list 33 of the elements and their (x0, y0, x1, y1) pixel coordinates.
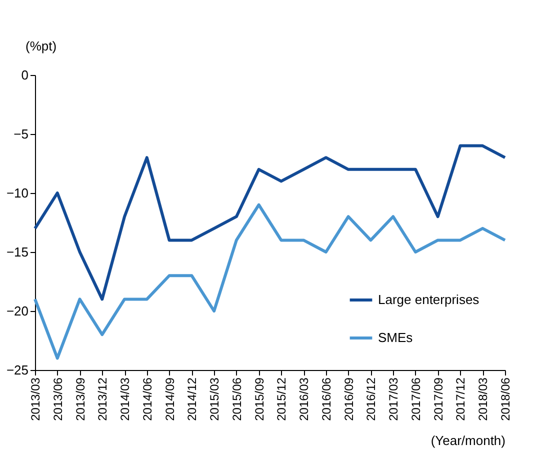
x-tick-label: 2018/03 (476, 377, 490, 421)
x-tick-label: 2015/03 (208, 377, 222, 421)
x-tick-label: 2016/03 (297, 377, 312, 421)
x-tick-label: 2013/09 (73, 377, 88, 421)
legend-label: Large enterprises (378, 292, 480, 307)
y-tick-label: −5 (14, 126, 28, 142)
x-axis-title: (Year/month) (430, 432, 506, 448)
x-tick-label: 2013/03 (28, 377, 42, 421)
x-tick-label: 2017/06 (408, 377, 423, 421)
x-tick-label: 2016/12 (364, 377, 378, 421)
x-tick-label: 2014/09 (162, 377, 177, 421)
y-tick-label: −25 (6, 362, 28, 378)
x-tick-label: 2017/09 (431, 377, 446, 421)
line-series (34, 203, 506, 360)
x-tick-label: 2015/09 (252, 377, 266, 421)
x-tick-label: 2014/12 (185, 377, 200, 421)
x-tick-label: 2015/12 (274, 377, 289, 421)
x-tick-label: 2016/09 (342, 377, 356, 421)
x-tick-label: 2014/06 (140, 377, 154, 421)
x-tick-label: 2017/03 (386, 377, 401, 421)
legend-label: SMEs (378, 330, 414, 345)
x-tick-label: 2013/06 (50, 377, 65, 421)
y-tick-label: −20 (6, 304, 28, 318)
x-tick-label: 2018/06 (498, 377, 512, 421)
y-tick-label: −15 (6, 244, 28, 260)
x-tick-label: 2015/06 (230, 377, 244, 421)
x-tick-label: 2014/03 (118, 377, 132, 421)
y-tick-label: 0 (21, 68, 28, 82)
x-tick-label: 2013/12 (96, 377, 110, 421)
y-tick-label: −10 (6, 186, 28, 200)
x-tick-label: 2017/12 (454, 377, 468, 421)
x-tick-label: 2016/06 (319, 377, 334, 421)
y-axis-title: (%pt) (26, 38, 57, 54)
